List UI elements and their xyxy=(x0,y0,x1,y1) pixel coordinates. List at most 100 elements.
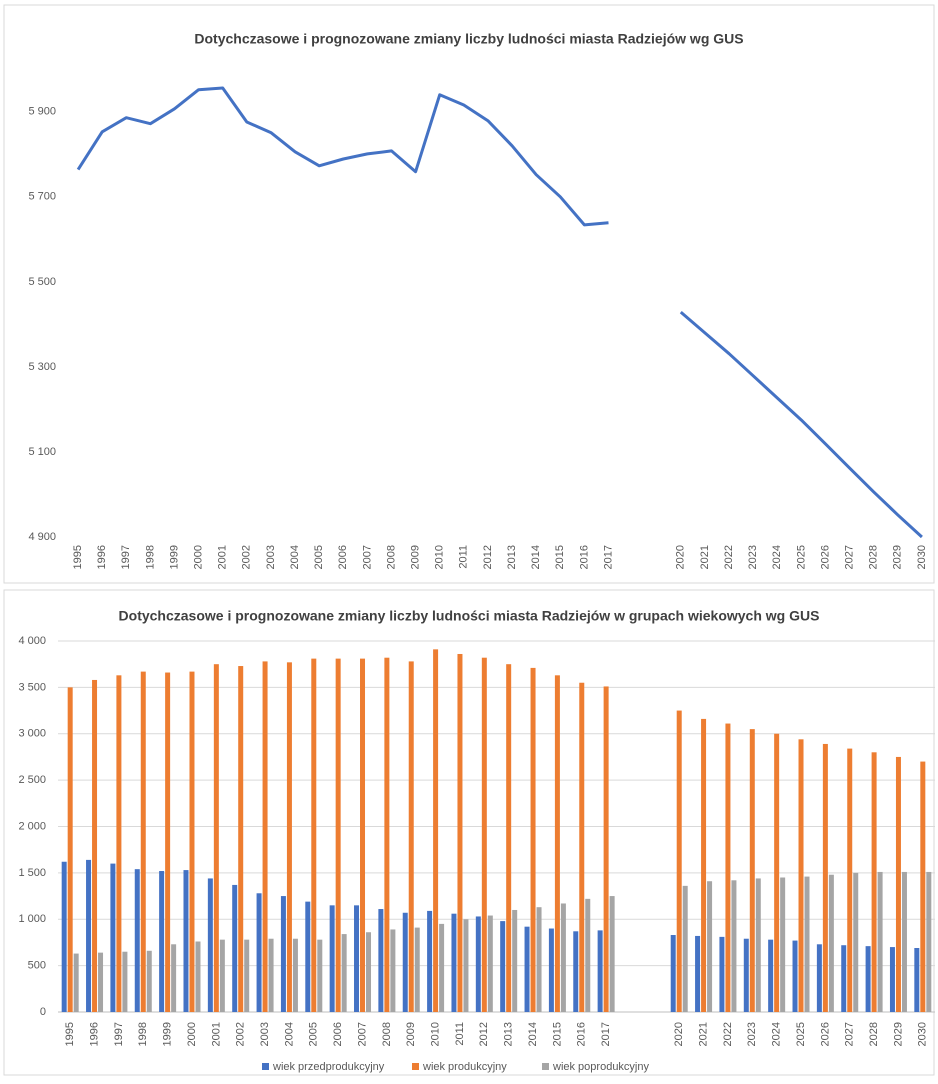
x-tick-label: 1996 xyxy=(96,545,108,569)
bar xyxy=(871,752,877,1012)
x-tick-label: 2022 xyxy=(722,1022,734,1046)
x-tick-label: 2030 xyxy=(916,545,928,569)
x-tick-label: 2003 xyxy=(259,1022,271,1046)
bar xyxy=(798,739,804,1012)
x-tick-label: 2029 xyxy=(892,545,904,569)
chart-title: Dotychczasowe i prognozowane zmiany licz… xyxy=(119,608,820,624)
bar xyxy=(427,910,433,1012)
bar xyxy=(804,876,810,1012)
line xyxy=(76,86,923,539)
x-tick-label: 2016 xyxy=(578,545,590,569)
bar xyxy=(402,912,408,1012)
bar xyxy=(695,935,701,1012)
x-tick-label: 2023 xyxy=(746,1022,758,1046)
x-tick-label: 2017 xyxy=(602,545,614,569)
bar xyxy=(140,671,146,1012)
bar xyxy=(286,662,292,1012)
bar xyxy=(749,729,755,1012)
x-tick-label: 2005 xyxy=(313,545,325,569)
x-tick-label: 2004 xyxy=(283,1022,295,1046)
bar xyxy=(280,896,286,1012)
y-tick-label: 500 xyxy=(28,960,46,972)
bar xyxy=(701,718,707,1012)
bar xyxy=(822,743,828,1012)
x-tick-label: 2002 xyxy=(235,1022,247,1046)
bar xyxy=(877,871,883,1012)
bar xyxy=(585,898,591,1012)
bar xyxy=(573,931,579,1012)
bar xyxy=(768,939,774,1012)
x-tick-label: 2012 xyxy=(482,545,494,569)
bar xyxy=(378,909,384,1012)
bar xyxy=(244,939,250,1012)
bar xyxy=(256,893,262,1012)
x-tick-label: 2021 xyxy=(699,545,711,569)
x-tick-label: 1996 xyxy=(88,1022,100,1046)
bar xyxy=(433,649,439,1012)
bar xyxy=(360,658,366,1012)
bar xyxy=(609,896,615,1012)
y-tick-label: 5 700 xyxy=(28,191,56,203)
bar xyxy=(67,687,73,1012)
bar xyxy=(816,944,822,1012)
bar xyxy=(500,921,506,1012)
bar xyxy=(165,672,171,1012)
bar xyxy=(901,871,907,1012)
y-tick-label: 4 000 xyxy=(18,635,46,647)
legend-swatch xyxy=(262,1063,269,1070)
bar xyxy=(481,657,487,1012)
bar xyxy=(457,653,463,1012)
bar xyxy=(408,661,414,1012)
bar xyxy=(183,870,189,1012)
bar xyxy=(146,950,152,1012)
x-tick-label: 2025 xyxy=(795,1022,807,1046)
x-tick-label: 2001 xyxy=(217,545,229,569)
legend-label: wiek produkcyjny xyxy=(422,1061,507,1073)
bar xyxy=(262,661,268,1012)
y-tick-label: 2 500 xyxy=(18,774,46,786)
x-tick-label: 2027 xyxy=(844,1022,856,1046)
y-tick-label: 2 000 xyxy=(18,820,46,832)
bar xyxy=(530,667,536,1012)
y-tick-label: 3 000 xyxy=(18,728,46,740)
bar xyxy=(579,682,585,1012)
x-tick-label: 2025 xyxy=(795,545,807,569)
bar xyxy=(463,919,469,1012)
x-tick-label: 2003 xyxy=(265,545,277,569)
bar xyxy=(731,880,737,1012)
x-tick-label: 1997 xyxy=(120,545,132,569)
x-tick-label: 2013 xyxy=(506,545,518,569)
bar xyxy=(536,907,542,1012)
x-tick-label: 2014 xyxy=(527,1022,539,1046)
x-tick-label: 2007 xyxy=(356,1022,368,1046)
x-tick-label: 1999 xyxy=(162,1022,174,1046)
x-tick-label: 2001 xyxy=(210,1022,222,1046)
bar xyxy=(116,675,122,1012)
bar xyxy=(73,953,79,1012)
x-tick-label: 2023 xyxy=(747,545,759,569)
bar xyxy=(603,686,609,1012)
bar xyxy=(219,939,225,1012)
x-tick-label: 2008 xyxy=(381,1022,393,1046)
bar xyxy=(213,664,219,1012)
x-tick-label: 2011 xyxy=(454,1022,466,1046)
bar xyxy=(676,710,682,1012)
bar xyxy=(926,871,932,1012)
x-tick-label: 2006 xyxy=(332,1022,344,1046)
bar xyxy=(341,934,347,1012)
bar xyxy=(92,679,98,1012)
bar xyxy=(560,903,566,1012)
legend-swatch xyxy=(412,1063,419,1070)
x-tick-label: 2014 xyxy=(530,545,542,569)
bar xyxy=(354,905,360,1012)
x-tick-label: 2020 xyxy=(673,1022,685,1046)
bar xyxy=(268,938,274,1012)
bar xyxy=(719,936,725,1012)
y-tick-label: 5 300 xyxy=(28,361,56,373)
x-tick-label: 2028 xyxy=(868,1022,880,1046)
bar xyxy=(189,671,195,1012)
bar xyxy=(159,871,165,1012)
x-tick-label: 2010 xyxy=(434,545,446,569)
x-tick-label: 2029 xyxy=(892,1022,904,1046)
